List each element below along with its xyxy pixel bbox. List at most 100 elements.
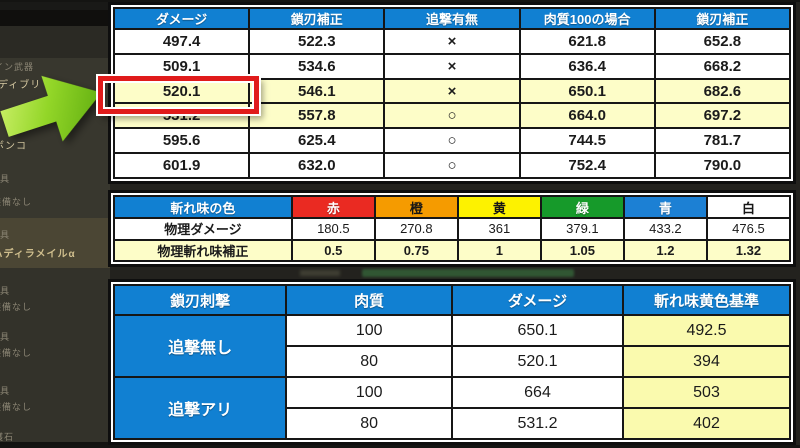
cell: 557.8 [248,102,386,130]
cell: 668.2 [653,52,792,80]
cell: 361 [456,217,542,241]
cell: 522.3 [248,28,386,55]
cell: ○ [383,127,521,155]
background-top-strip [0,0,800,2]
cell: 531.2 [112,102,251,130]
cell: 492.5 [622,314,791,347]
table-row-highlighted: 531.2 557.8 ○ 664.0 697.2 [112,102,792,130]
cell: 632.0 [248,152,386,179]
col-header-kusariba-corr: 鎖刃補正 [248,7,386,30]
sharpness-color-label: 斬れ味の色 [113,195,293,219]
cell: 100 [285,376,453,409]
group-label-with-followup: 追撃アリ [112,376,288,440]
game-background-left [0,0,110,448]
col-header-damage: ダメージ [112,7,251,30]
sharpness-header-yellow: 黄 [456,195,542,219]
kusariba-table: 鎖刃刺撃 肉質 ダメージ 斬れ味黄色基準 追撃無し 100 650.1 492.… [108,279,796,445]
physical-damage-label: 物理ダメージ [113,217,293,241]
col-header-kusariba-stab: 鎖刃刺撃 [112,284,288,316]
group-label-no-followup: 追撃無し [112,314,288,378]
cell: ○ [383,152,521,179]
table-row: 601.9 632.0 ○ 752.4 790.0 [112,152,792,179]
sharpness-header-white: 白 [705,195,792,219]
table-row: 80 531.2 402 [114,407,791,440]
sharpness-header-orange: 橙 [373,195,459,219]
menu-text-armor-label-4: 防具 [0,332,11,342]
col-header-kusariba-corr-2: 鎖刃補正 [653,7,792,30]
kusariba-header-row: 鎖刃刺撃 肉質 ダメージ 斬れ味黄色基準 [112,284,791,316]
col-header-yellow-baseline: 斬れ味黄色基準 [622,284,791,316]
menu-text-armor-name: クハディラメイルα [0,249,76,260]
cell: 652.8 [653,28,792,55]
cell: 682.6 [653,77,792,105]
cell: 80 [285,345,453,378]
menu-text-no-equip-2: 装備なし [0,302,33,312]
cell: 180.5 [290,217,376,241]
cell: 664 [450,376,625,409]
col-header-followup: 追撃有無 [383,7,521,30]
cell: 0.75 [373,238,459,262]
col-header-hitzone100: 肉質100の場合 [518,7,656,30]
col-header-hitzone: 肉質 [285,284,453,316]
cell: × [383,77,521,105]
cell: 1 [456,238,542,262]
cell: 1.05 [539,238,625,262]
menu-text-charm-label: 護石 [0,432,15,442]
menu-text-main-weapon-label: メイン武器 [0,62,35,72]
blurred-green-game-text [362,269,574,277]
cell: 394 [622,345,791,378]
blurred-background-streak [300,270,340,276]
cell: 744.5 [518,127,656,155]
table-row: 追撃アリ 100 664 503 [112,376,791,440]
cell: 402 [622,407,791,440]
menu-text-no-equip: 装備なし [0,197,33,207]
damage-table: ダメージ 鎖刃補正 追撃有無 肉質100の場合 鎖刃補正 497.4 522.3… [108,2,796,184]
cell: 625.4 [248,127,386,155]
cell: 546.1 [248,77,386,105]
table-row: 497.4 522.3 × 621.8 652.8 [112,28,792,55]
sharpness-header-green: 緑 [539,195,625,219]
cell: 270.8 [373,217,459,241]
cell: 752.4 [518,152,656,179]
table-row: 509.1 534.6 × 636.4 668.2 [112,52,792,80]
cell: 650.1 [518,77,656,105]
cell: 650.1 [450,314,625,347]
physical-multiplier-row: 物理斬れ味補正 0.5 0.75 1 1.05 1.2 1.32 [113,238,792,262]
cell: 531.2 [450,407,625,440]
cell: 781.7 [653,127,792,155]
sharpness-header-blue: 青 [622,195,708,219]
menu-text-armor-label-3: 防具 [0,286,11,296]
cell: 790.0 [653,152,792,179]
cell: 497.4 [112,28,251,55]
cell: 621.8 [518,28,656,55]
cell: × [383,28,521,55]
menu-text-armor-label-5: 防具 [0,386,11,396]
cell: 1.32 [705,238,792,262]
menu-text-armor-label-2: 防具 [0,230,11,240]
cell: 664.0 [518,102,656,130]
table-row: 80 520.1 394 [114,345,791,378]
background-bottom-strip [0,445,800,448]
cell: 100 [285,314,453,347]
damage-table-header-row: ダメージ 鎖刃補正 追撃有無 肉質100の場合 鎖刃補正 [112,7,792,30]
cell: 697.2 [653,102,792,130]
cell: 595.6 [112,127,251,155]
sharpness-table: 斬れ味の色 赤 橙 黄 緑 青 白 物理ダメージ 180.5 270.8 361… [108,190,796,267]
cell: 1.2 [622,238,708,262]
cell-marked-520: 520.1 [112,77,251,105]
col-header-damage: ダメージ [450,284,625,316]
cell: 509.1 [112,52,251,80]
cell: 636.4 [518,52,656,80]
menu-text-no-equip-4: 装備なし [0,402,33,412]
physical-multiplier-label: 物理斬れ味補正 [113,238,293,262]
sharpness-header-row: 斬れ味の色 赤 橙 黄 緑 青 白 [113,195,792,219]
cell: 601.9 [112,152,251,179]
menu-text-weapon-name-2: ボンコ [0,141,27,152]
menu-text-no-equip-3: 装備なし [0,348,33,358]
cell: 476.5 [705,217,792,241]
red-highlight-box [98,76,259,114]
table-row: 追撃無し 100 650.1 492.5 [112,314,791,378]
cell: 503 [622,376,791,409]
cell: 379.1 [539,217,625,241]
